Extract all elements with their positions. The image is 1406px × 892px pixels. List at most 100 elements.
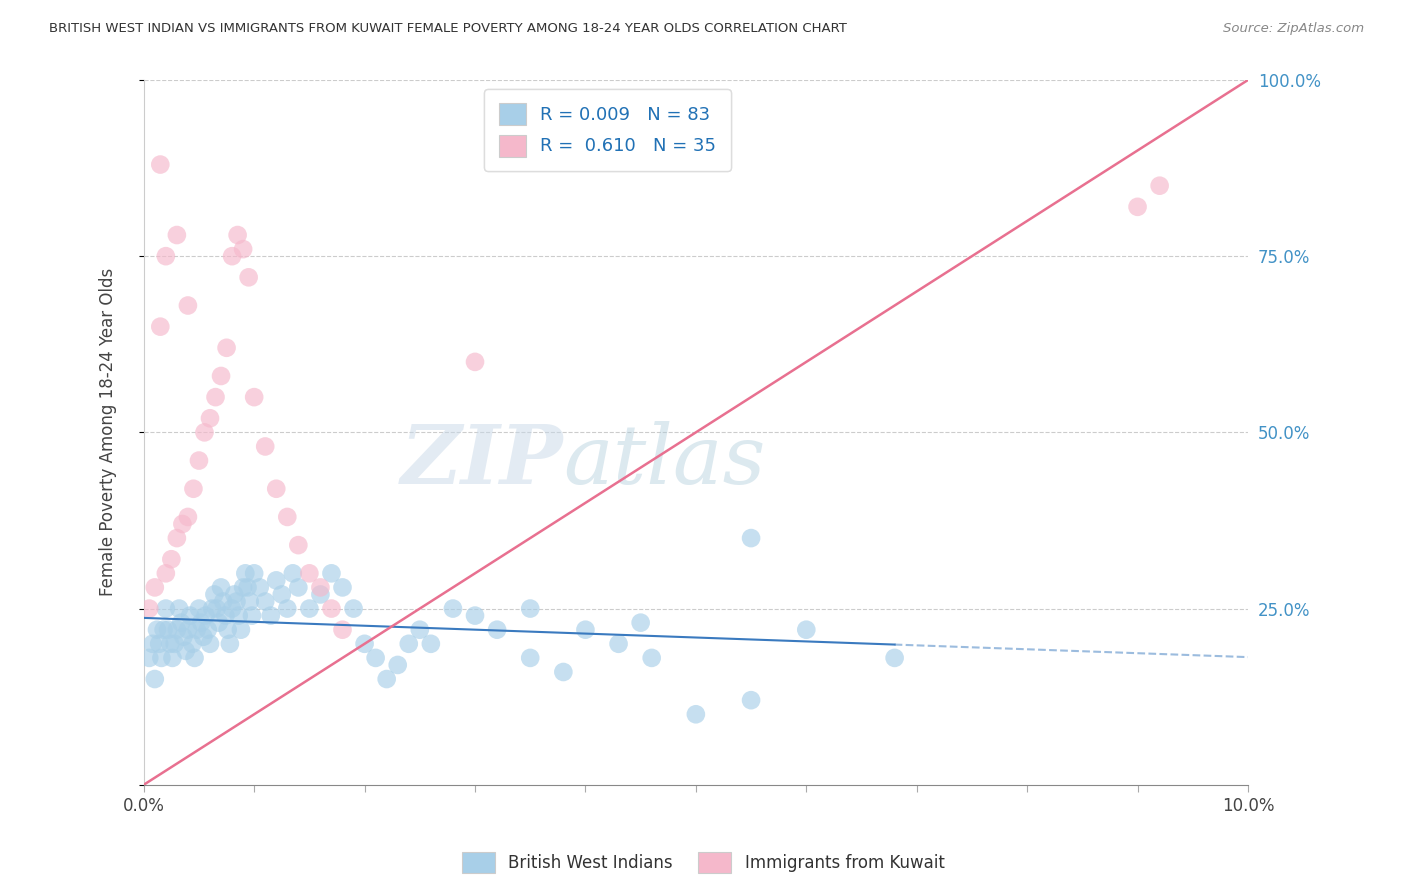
Point bbox=[342, 601, 364, 615]
Point bbox=[159, 637, 181, 651]
Point bbox=[264, 482, 287, 496]
Point bbox=[641, 651, 664, 665]
Point bbox=[243, 390, 266, 404]
Point bbox=[177, 298, 200, 312]
Text: Source: ZipAtlas.com: Source: ZipAtlas.com bbox=[1223, 22, 1364, 36]
Point bbox=[254, 594, 277, 608]
Point bbox=[309, 587, 332, 601]
Point bbox=[201, 601, 224, 615]
Point bbox=[685, 707, 707, 722]
Point bbox=[138, 601, 160, 615]
Point bbox=[364, 651, 387, 665]
Point bbox=[264, 574, 287, 588]
Point bbox=[179, 608, 201, 623]
Point bbox=[170, 615, 193, 630]
Point bbox=[238, 270, 260, 285]
Point bbox=[409, 623, 432, 637]
Point bbox=[287, 581, 309, 595]
Point bbox=[740, 531, 762, 545]
Point bbox=[149, 319, 172, 334]
Point bbox=[441, 601, 464, 615]
Point bbox=[214, 608, 236, 623]
Point bbox=[630, 615, 652, 630]
Point bbox=[167, 601, 190, 615]
Point bbox=[464, 355, 486, 369]
Point bbox=[321, 566, 343, 581]
Point bbox=[332, 623, 354, 637]
Point bbox=[198, 411, 221, 425]
Point bbox=[173, 630, 195, 644]
Point bbox=[148, 637, 170, 651]
Point bbox=[155, 566, 177, 581]
Point bbox=[209, 581, 232, 595]
Point bbox=[276, 601, 298, 615]
Point bbox=[519, 651, 541, 665]
Point bbox=[172, 516, 194, 531]
Y-axis label: Female Poverty Among 18-24 Year Olds: Female Poverty Among 18-24 Year Olds bbox=[100, 268, 117, 597]
Point bbox=[260, 608, 283, 623]
Point bbox=[321, 601, 343, 615]
Point bbox=[197, 623, 219, 637]
Point bbox=[204, 390, 226, 404]
Point bbox=[142, 637, 165, 651]
Point bbox=[217, 623, 239, 637]
Point bbox=[794, 623, 817, 637]
Point bbox=[177, 623, 200, 637]
Point bbox=[1149, 178, 1171, 193]
Point bbox=[194, 608, 217, 623]
Point bbox=[229, 623, 252, 637]
Point bbox=[243, 566, 266, 581]
Point bbox=[157, 623, 180, 637]
Point bbox=[155, 601, 177, 615]
Point bbox=[212, 594, 235, 608]
Point bbox=[183, 482, 205, 496]
Point bbox=[281, 566, 304, 581]
Point bbox=[150, 651, 173, 665]
Point bbox=[205, 601, 228, 615]
Point bbox=[193, 425, 215, 440]
Point bbox=[464, 608, 486, 623]
Point bbox=[298, 566, 321, 581]
Point bbox=[353, 637, 375, 651]
Text: atlas: atlas bbox=[564, 420, 766, 500]
Point bbox=[138, 651, 160, 665]
Point bbox=[419, 637, 441, 651]
Legend: British West Indians, Immigrants from Kuwait: British West Indians, Immigrants from Ku… bbox=[456, 846, 950, 880]
Point bbox=[298, 601, 321, 615]
Point bbox=[190, 615, 212, 630]
Point bbox=[607, 637, 630, 651]
Point bbox=[249, 581, 271, 595]
Point bbox=[149, 157, 172, 171]
Point bbox=[270, 587, 292, 601]
Text: BRITISH WEST INDIAN VS IMMIGRANTS FROM KUWAIT FEMALE POVERTY AMONG 18-24 YEAR OL: BRITISH WEST INDIAN VS IMMIGRANTS FROM K… bbox=[49, 22, 846, 36]
Point bbox=[287, 538, 309, 552]
Point bbox=[254, 440, 277, 454]
Point bbox=[188, 453, 211, 467]
Point bbox=[221, 249, 243, 263]
Point bbox=[162, 651, 184, 665]
Point bbox=[224, 587, 246, 601]
Point bbox=[188, 601, 211, 615]
Point bbox=[198, 637, 221, 651]
Point bbox=[186, 623, 208, 637]
Point bbox=[204, 587, 226, 601]
Point bbox=[221, 601, 243, 615]
Point bbox=[208, 615, 231, 630]
Point bbox=[163, 637, 186, 651]
Point bbox=[883, 651, 905, 665]
Point bbox=[155, 249, 177, 263]
Point bbox=[232, 581, 254, 595]
Point bbox=[553, 665, 575, 679]
Point bbox=[146, 623, 169, 637]
Point bbox=[166, 531, 188, 545]
Point bbox=[226, 227, 249, 242]
Point bbox=[387, 657, 409, 672]
Point bbox=[225, 594, 247, 608]
Point bbox=[240, 608, 263, 623]
Point bbox=[152, 623, 174, 637]
Point bbox=[143, 672, 166, 686]
Legend: R = 0.009   N = 83, R =  0.610   N = 35: R = 0.009 N = 83, R = 0.610 N = 35 bbox=[484, 89, 731, 171]
Point bbox=[218, 637, 240, 651]
Point bbox=[193, 630, 215, 644]
Point bbox=[209, 369, 232, 384]
